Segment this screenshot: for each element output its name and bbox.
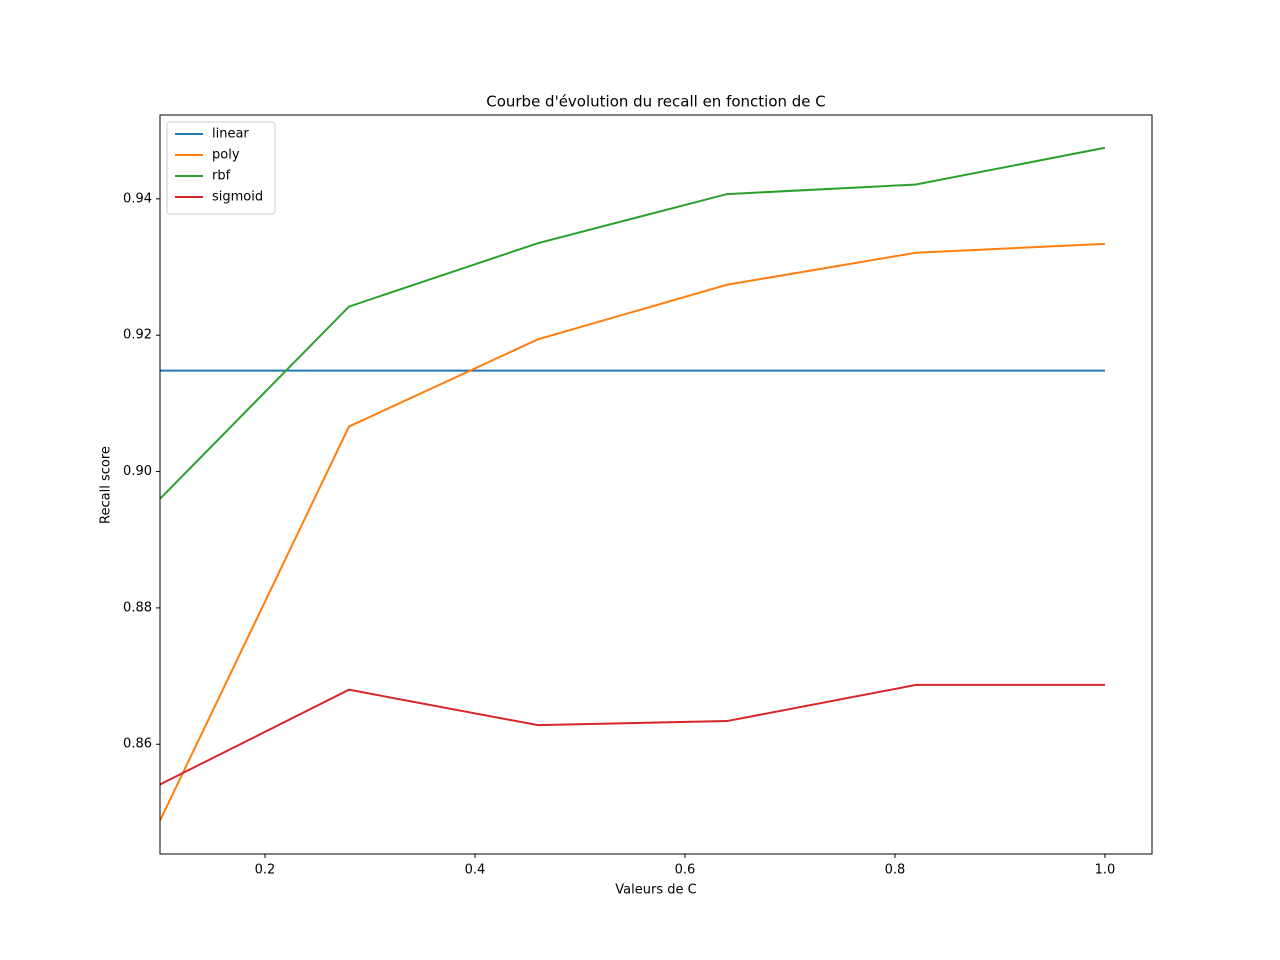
line-series xyxy=(159,146,1106,500)
legend-box xyxy=(166,121,276,215)
plot-frame xyxy=(159,114,1153,855)
y-tick-label: 0.90 xyxy=(123,464,152,479)
x-axis-label: Valeurs de C xyxy=(615,883,696,898)
line-series xyxy=(159,683,1105,786)
y-tick-label: 0.94 xyxy=(123,191,152,206)
y-axis-label: Recall score xyxy=(99,446,114,524)
legend-label: poly xyxy=(212,148,240,163)
y-tick-label: 0.86 xyxy=(123,737,152,752)
x-tick-label: 0.8 xyxy=(885,863,906,878)
legend-label: linear xyxy=(212,127,249,142)
x-tick-label: 0.2 xyxy=(255,863,276,878)
legend-label: sigmoid xyxy=(212,190,263,205)
x-tick-label: 1.0 xyxy=(1095,863,1116,878)
x-tick-label: 0.6 xyxy=(675,863,696,878)
x-tick-label: 0.4 xyxy=(465,863,486,878)
legend-label: rbf xyxy=(212,169,231,184)
chart-title: Courbe d'évolution du recall en fonction… xyxy=(486,93,826,111)
y-tick-label: 0.92 xyxy=(123,328,152,343)
y-tick-label: 0.88 xyxy=(123,600,152,615)
line-series xyxy=(159,242,1106,822)
